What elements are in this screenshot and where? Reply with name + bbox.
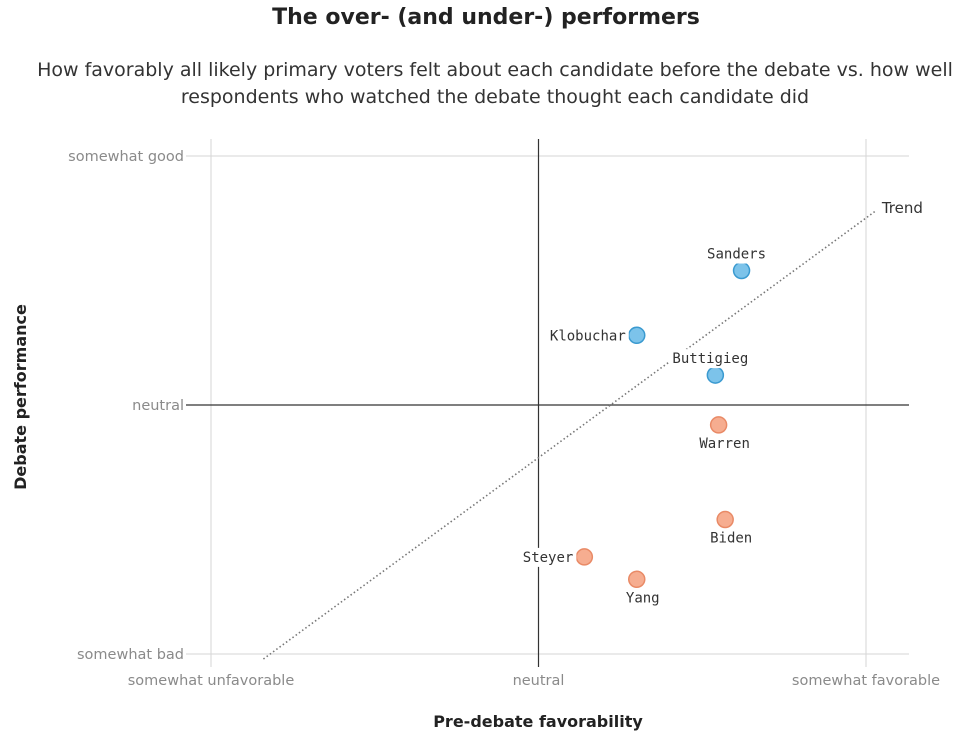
y-axis-label: Debate performance [11,304,30,490]
point-buttigieg [706,366,725,384]
point-label-steyer: Steyer [523,550,574,566]
trend-line [262,210,877,660]
point-label-sanders: Sanders [707,247,766,263]
chart-title: The over- (and under-) performers [272,5,700,30]
point-label-warren: Warren [699,436,750,452]
point-warren [709,416,728,434]
point-yang [628,570,646,589]
data-points: Sanders Klobuchar Buttigieg Warren Biden Stey… [518,244,770,606]
point-klobuchar [628,326,646,345]
label-bg [668,349,753,369]
point-label-biden: Biden [710,531,752,547]
x-tick-label: somewhat unfavorable [128,673,295,689]
point-label-yang: Yang [626,590,660,606]
tick-labels: somewhat good neutral somewhat bad somewhat… [68,149,940,689]
gridlines [186,139,909,667]
y-tick-label: neutral [132,398,184,414]
label-bg [518,547,577,567]
label-bg [703,244,770,264]
point-label-klobuchar: Klobuchar [550,328,626,344]
x-tick-label: somewhat favorable [792,673,940,689]
point-biden [716,510,734,529]
y-tick-label: somewhat good [68,149,184,165]
chart-subtitle: How favorably all likely primary voters … [37,59,953,108]
trend-label: Trend [881,199,923,217]
x-tick-label: neutral [513,673,565,689]
point-label-buttigieg: Buttigieg [672,351,748,367]
x-axis-label: Pre-debate favorability [433,712,643,731]
point-sanders [732,261,751,280]
label-bg [545,326,629,346]
point-steyer [575,548,594,566]
trend-line-group: Trend [262,199,923,660]
axes [186,139,909,667]
y-tick-label: somewhat bad [77,647,184,663]
